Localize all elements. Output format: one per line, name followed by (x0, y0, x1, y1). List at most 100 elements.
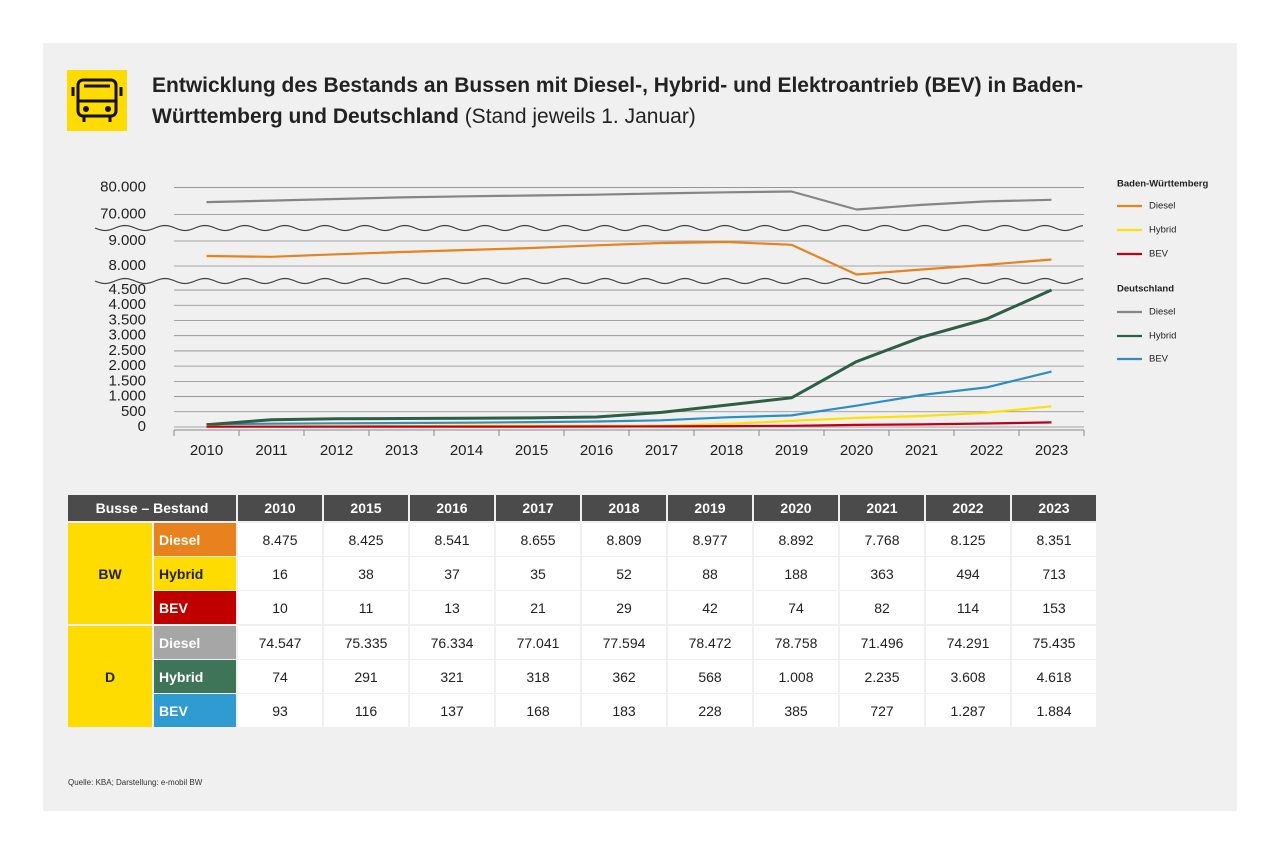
table-cell: 8.125 (926, 523, 1010, 556)
table-cell: 29 (582, 591, 666, 624)
table-cell: 10 (238, 591, 322, 624)
series-line (206, 288, 1053, 427)
y-tick-label: 70.000 (100, 205, 146, 222)
table-header: 2015 (324, 495, 408, 521)
table-cell: 318 (496, 660, 580, 693)
x-tick-label: 2020 (840, 442, 873, 459)
table-cell: 38 (324, 557, 408, 590)
bus-icon (71, 78, 123, 122)
table-cell: 37 (410, 557, 494, 590)
x-tick-label: 2017 (645, 442, 678, 459)
x-tick-label: 2019 (775, 442, 808, 459)
legend-label: Hybrid (1149, 225, 1176, 236)
row-label: Hybrid (154, 557, 236, 590)
y-tick-label: 80.000 (100, 178, 146, 195)
table-cell: 188 (754, 557, 838, 590)
x-tick-label: 2021 (905, 442, 938, 459)
row-label: BEV (154, 591, 236, 624)
table-cell: 114 (926, 591, 1010, 624)
group-label: BW (68, 523, 152, 624)
title-text: Entwicklung des Bestands an Bussen mit D… (152, 74, 1084, 128)
table-cell: 183 (582, 694, 666, 727)
series-line (206, 370, 1052, 426)
table-header: 2019 (668, 495, 752, 521)
table-cell: 568 (668, 660, 752, 693)
table-cell: 71.496 (840, 626, 924, 659)
y-tick-label: 4.500 (108, 281, 146, 298)
table-cell: 76.334 (410, 626, 494, 659)
axis-break (94, 277, 1084, 285)
table-header: Busse – Bestand (68, 495, 236, 521)
x-tick-label: 2023 (1035, 442, 1068, 459)
y-tick-label: 3.000 (108, 327, 146, 344)
table-cell: 77.041 (496, 626, 580, 659)
table-cell: 75.435 (1012, 626, 1096, 659)
table-cell: 153 (1012, 591, 1096, 624)
legend-group-title: Baden-Württemberg (1117, 179, 1209, 190)
series-line (206, 190, 1052, 211)
table-header: 2018 (582, 495, 666, 521)
y-tick-label: 9.000 (108, 232, 146, 249)
table-cell: 74 (238, 660, 322, 693)
axis-break (94, 224, 1084, 232)
legend-label: Diesel (1149, 201, 1175, 212)
table-header: 2023 (1012, 495, 1096, 521)
row-label: Diesel (154, 523, 236, 556)
table-cell: 137 (410, 694, 494, 727)
table-cell: 362 (582, 660, 666, 693)
legend-label: BEV (1149, 249, 1169, 260)
table-cell: 77.594 (582, 626, 666, 659)
x-tick-label: 2015 (515, 442, 548, 459)
table-cell: 82 (840, 591, 924, 624)
row-label: BEV (154, 694, 236, 727)
table-cell: 74.547 (238, 626, 322, 659)
legend-label: BEV (1149, 354, 1169, 365)
table-cell: 1.884 (1012, 694, 1096, 727)
title: Entwicklung des Bestands an Bussen mit D… (152, 70, 1102, 132)
table-cell: 8.475 (238, 523, 322, 556)
table-cell: 8.425 (324, 523, 408, 556)
table-cell: 8.809 (582, 523, 666, 556)
series-line (206, 240, 1052, 276)
y-tick-label: 3.500 (108, 311, 146, 328)
table-cell: 21 (496, 591, 580, 624)
table-header: 2017 (496, 495, 580, 521)
row-label: Hybrid (154, 660, 236, 693)
table-header: 2022 (926, 495, 1010, 521)
table-cell: 727 (840, 694, 924, 727)
table-header: 2016 (410, 495, 494, 521)
table-cell: 93 (238, 694, 322, 727)
table-cell: 74 (754, 591, 838, 624)
x-tick-label: 2018 (710, 442, 743, 459)
x-tick-label: 2013 (385, 442, 418, 459)
table-cell: 4.618 (1012, 660, 1096, 693)
y-tick-label: 2.000 (108, 357, 146, 374)
table-cell: 42 (668, 591, 752, 624)
table-cell: 363 (840, 557, 924, 590)
table-cell: 8.892 (754, 523, 838, 556)
table-cell: 16 (238, 557, 322, 590)
series-line (206, 421, 1052, 428)
table-header: 2020 (754, 495, 838, 521)
y-tick-label: 8.000 (108, 257, 146, 274)
legend-group-title: Deutschland (1117, 284, 1174, 295)
table-cell: 291 (324, 660, 408, 693)
table-cell: 78.472 (668, 626, 752, 659)
x-tick-label: 2012 (320, 442, 353, 459)
table-cell: 74.291 (926, 626, 1010, 659)
table-cell: 78.758 (754, 626, 838, 659)
x-tick-label: 2011 (255, 442, 287, 459)
y-tick-label: 1.000 (108, 388, 146, 405)
table-cell: 88 (668, 557, 752, 590)
table-cell: 75.335 (324, 626, 408, 659)
table-cell: 11 (324, 591, 408, 624)
table-cell: 52 (582, 557, 666, 590)
row-label: Diesel (154, 626, 236, 659)
table-cell: 3.608 (926, 660, 1010, 693)
x-tick-label: 2010 (190, 442, 223, 459)
table-cell: 168 (496, 694, 580, 727)
legend-label: Diesel (1149, 307, 1175, 318)
y-tick-label: 2.500 (108, 342, 146, 359)
legend-label: Hybrid (1149, 331, 1176, 342)
